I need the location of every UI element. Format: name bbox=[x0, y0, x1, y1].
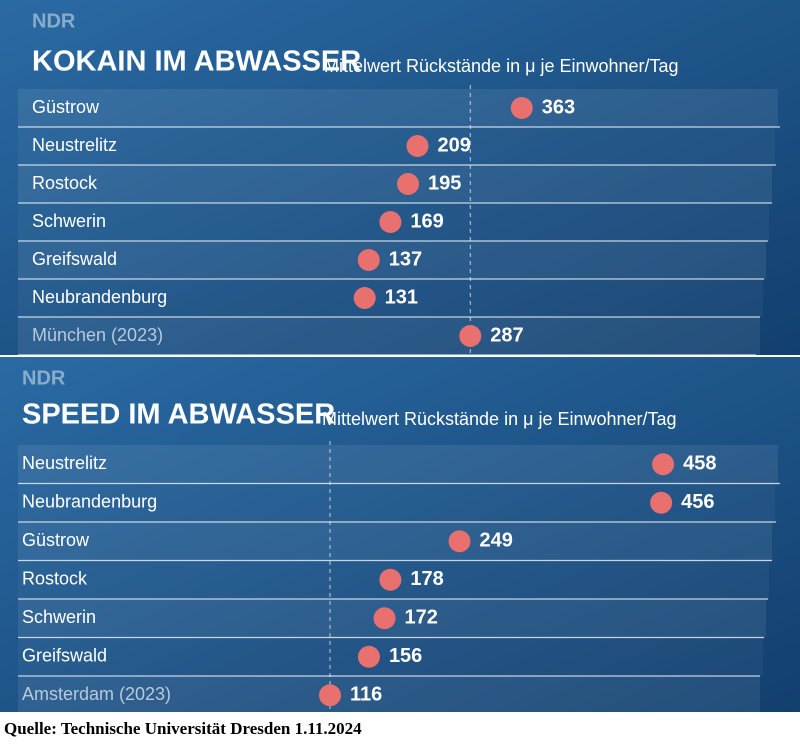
value-label: 287 bbox=[490, 324, 523, 346]
dot bbox=[650, 491, 673, 514]
value-label: 116 bbox=[350, 684, 382, 706]
row-label: Greifswald bbox=[32, 249, 117, 269]
value-label: 195 bbox=[428, 172, 461, 194]
row-label: Amsterdam (2023) bbox=[22, 684, 171, 704]
row-label: Neubrandenburg bbox=[32, 287, 167, 307]
value-label: 456 bbox=[681, 491, 714, 513]
dot bbox=[379, 568, 402, 591]
dot bbox=[353, 287, 376, 309]
value-label: 458 bbox=[683, 453, 716, 475]
row-label: Neubrandenburg bbox=[22, 492, 157, 512]
dot bbox=[357, 249, 380, 271]
value-label: 249 bbox=[480, 530, 513, 552]
dot bbox=[459, 325, 482, 347]
row-band bbox=[18, 522, 772, 561]
value-label: 209 bbox=[437, 134, 470, 156]
dot bbox=[318, 684, 341, 707]
dot bbox=[397, 173, 420, 195]
row-band bbox=[18, 676, 760, 715]
row-band bbox=[18, 89, 778, 127]
dot bbox=[510, 97, 533, 119]
value-label: 178 bbox=[410, 568, 443, 590]
dot bbox=[373, 607, 396, 630]
chart-title: SPEED IM ABWASSER bbox=[22, 399, 335, 431]
value-label: 169 bbox=[410, 210, 443, 232]
row-label: Güstrow bbox=[22, 530, 90, 550]
row-band bbox=[18, 241, 766, 279]
dot bbox=[357, 645, 380, 668]
row-band bbox=[18, 317, 760, 355]
row-band bbox=[18, 483, 775, 522]
value-label: 156 bbox=[389, 645, 422, 667]
row-label: Güstrow bbox=[32, 97, 100, 117]
logo: NDR bbox=[32, 10, 76, 32]
value-label: 172 bbox=[405, 607, 438, 629]
chart-subtitle: Mittelwert Rückstände in μ je Einwohner/… bbox=[324, 56, 679, 76]
panel-background bbox=[0, 357, 800, 712]
chart-subtitle: Mittelwert Rückstände in μ je Einwohner/… bbox=[322, 409, 677, 429]
row-label: Greifswald bbox=[22, 646, 107, 666]
chart-title: KOKAIN IM ABWASSER bbox=[32, 46, 361, 78]
dot bbox=[406, 135, 429, 157]
row-band bbox=[18, 279, 763, 317]
logo: NDR bbox=[22, 367, 66, 389]
row-band bbox=[18, 637, 763, 676]
dot bbox=[379, 211, 402, 233]
source: Quelle: Technische Universität Dresden 1… bbox=[4, 719, 362, 738]
row-label: Rostock bbox=[22, 569, 88, 589]
value-label: 137 bbox=[389, 248, 422, 270]
dot bbox=[652, 453, 675, 476]
row-band bbox=[18, 445, 778, 484]
dot bbox=[448, 530, 471, 553]
row-label: Schwerin bbox=[32, 211, 106, 231]
row-label: München (2023) bbox=[32, 325, 163, 345]
value-label: 363 bbox=[542, 96, 575, 118]
row-label: Neustrelitz bbox=[32, 135, 117, 155]
row-label: Neustrelitz bbox=[22, 453, 107, 473]
row-band bbox=[18, 165, 772, 203]
row-band bbox=[18, 127, 775, 165]
value-label: 131 bbox=[385, 286, 418, 308]
row-label: Schwerin bbox=[22, 607, 96, 627]
row-label: Rostock bbox=[32, 173, 98, 193]
